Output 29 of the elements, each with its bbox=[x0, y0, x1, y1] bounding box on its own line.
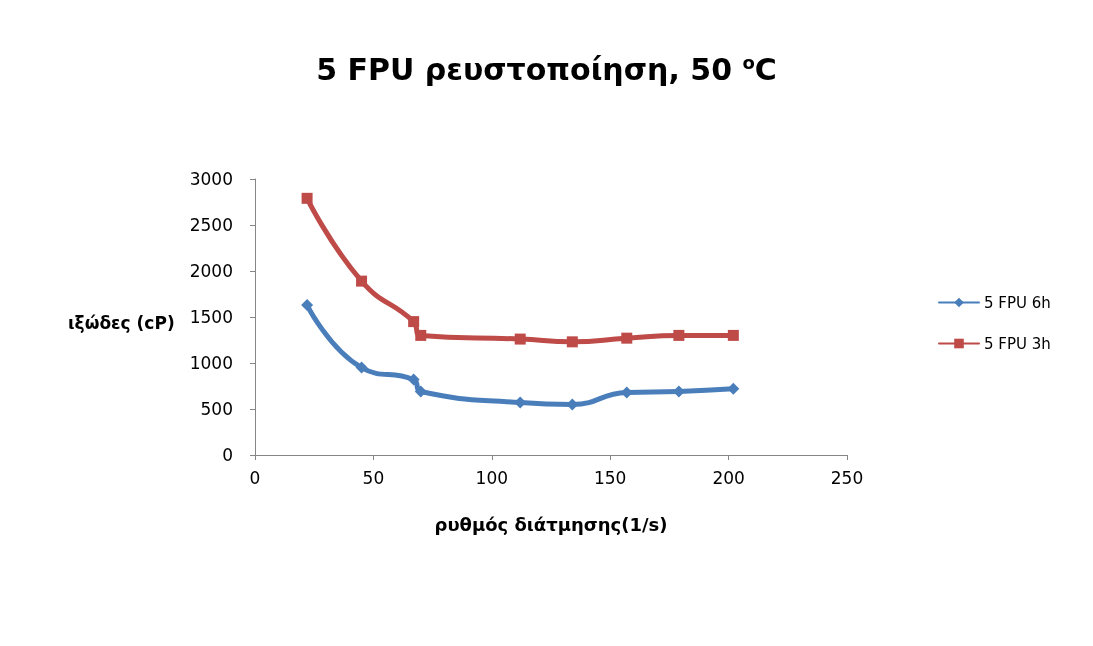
point bbox=[673, 329, 685, 341]
y-tick-label: 3000 bbox=[189, 169, 233, 189]
point bbox=[566, 336, 578, 348]
x-tick-label: 50 bbox=[362, 467, 385, 488]
point bbox=[621, 332, 633, 344]
x-tick-label: 100 bbox=[475, 467, 509, 488]
y-tick-label: 2500 bbox=[189, 215, 233, 235]
point bbox=[514, 333, 526, 345]
point bbox=[355, 361, 368, 374]
y-tick-label: 500 bbox=[200, 399, 233, 419]
x-tick-label: 0 bbox=[249, 467, 261, 488]
x-axis-title: ρυθμός διάτμησης(1/s) bbox=[434, 513, 668, 535]
point bbox=[301, 299, 314, 312]
x-tick-label: 150 bbox=[593, 467, 627, 488]
point bbox=[415, 329, 427, 341]
x-tick-label: 200 bbox=[712, 467, 745, 488]
x-tick-label: 250 bbox=[830, 467, 864, 488]
y-tick-label: 2000 bbox=[189, 261, 233, 281]
point bbox=[356, 275, 368, 287]
point bbox=[727, 329, 739, 341]
y-axis-title: ιξώδες (cP) bbox=[68, 312, 175, 333]
y-tick-label: 1500 bbox=[189, 307, 233, 327]
point bbox=[301, 192, 313, 204]
y-tick-label: 1000 bbox=[189, 353, 233, 373]
legend-label: 5 FPU 3h bbox=[984, 334, 1051, 353]
point bbox=[407, 373, 420, 386]
point bbox=[408, 316, 420, 328]
legend-label: 5 FPU 6h bbox=[984, 293, 1051, 312]
y-tick-label: 0 bbox=[222, 445, 233, 465]
